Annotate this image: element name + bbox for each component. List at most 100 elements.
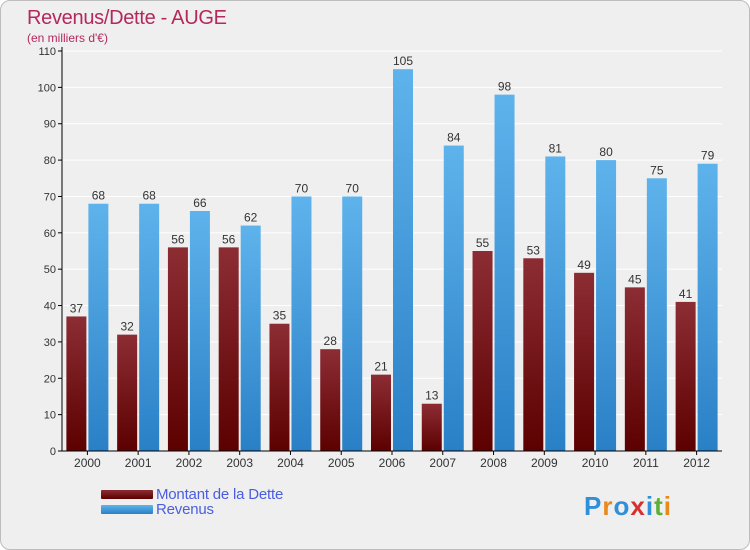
bar-debt-2000 — [66, 316, 87, 451]
proxiti-logo: Proxiti — [584, 491, 672, 522]
bar-debt-2012 — [675, 301, 696, 451]
bar-debt-2010 — [574, 272, 595, 451]
data-label-debt-2005: 28 — [324, 334, 338, 348]
bar-revenue-2008 — [494, 94, 515, 452]
data-label-debt-2008: 55 — [476, 236, 490, 250]
data-label-revenue-2000: 68 — [92, 189, 106, 203]
bar-debt-2003 — [218, 247, 239, 451]
labels: 0 10 20 30 40 50 60 70 80 90 100 110 37 68 2000 32 68 200… — [38, 46, 715, 470]
legend-label-revenue: Revenus — [156, 501, 214, 518]
data-label-debt-2000: 37 — [70, 301, 84, 315]
bar-debt-2011 — [624, 287, 645, 451]
bar-debt-2009 — [523, 258, 544, 451]
chart-title: Revenus/Dette - AUGE — [27, 7, 227, 29]
y-tick-label: 90 — [44, 119, 56, 131]
x-tick-label-2003: 2003 — [226, 456, 253, 470]
x-tick-label-2001: 2001 — [125, 456, 152, 470]
legend-label-debt: Montant de la Dette — [156, 486, 284, 503]
data-label-debt-2012: 41 — [679, 287, 693, 301]
y-tick-label: 40 — [44, 301, 56, 313]
data-label-revenue-2008: 98 — [498, 80, 512, 94]
data-label-debt-2001: 32 — [120, 320, 134, 334]
data-label-debt-2002: 56 — [171, 232, 185, 246]
x-tick-label-2002: 2002 — [176, 456, 203, 470]
x-tick-label-2010: 2010 — [582, 456, 609, 470]
y-tick-label: 60 — [44, 228, 56, 240]
logo-letter: t — [654, 491, 664, 521]
legend: Montant de la Dette Revenus — [101, 487, 283, 517]
data-label-debt-2004: 35 — [273, 309, 287, 323]
bar-revenue-2006 — [393, 69, 413, 451]
logo-letter: o — [613, 491, 631, 521]
bar-revenue-2005 — [342, 196, 363, 451]
bar-revenue-2009 — [545, 156, 566, 452]
logo-letter: i — [645, 491, 655, 521]
y-tick-label: 30 — [44, 337, 56, 349]
bar-revenue-2007 — [443, 145, 464, 451]
y-tick-label: 70 — [44, 191, 56, 203]
y-tick-label: 10 — [44, 410, 56, 422]
logo-letter: P — [584, 491, 603, 521]
bar-debt-2004 — [269, 323, 290, 451]
logo-letter: i — [663, 491, 672, 521]
bar-revenue-2012 — [697, 163, 718, 451]
bar-revenue-2000 — [88, 203, 109, 451]
y-tick-label: 100 — [38, 82, 56, 94]
data-label-revenue-2003: 62 — [244, 211, 258, 225]
data-label-debt-2003: 56 — [222, 232, 236, 246]
x-tick-label-2009: 2009 — [531, 456, 558, 470]
x-tick-label-2007: 2007 — [429, 456, 456, 470]
legend-item-revenue: Revenus — [101, 502, 283, 517]
data-label-debt-2007: 13 — [425, 389, 439, 403]
y-tick-label: 80 — [44, 155, 56, 167]
axes — [58, 47, 722, 455]
x-tick-label-2011: 2011 — [633, 456, 659, 470]
data-label-revenue-2011: 75 — [650, 163, 664, 177]
x-tick-label-2000: 2000 — [74, 456, 101, 470]
data-label-revenue-2002: 66 — [193, 196, 207, 210]
bars — [66, 69, 718, 452]
y-tick-label: 20 — [44, 373, 56, 385]
logo-letter: r — [602, 491, 614, 521]
bar-revenue-2003 — [240, 225, 261, 451]
bar-revenue-2002 — [189, 211, 210, 451]
logo-letter: x — [630, 491, 646, 521]
grid-lines — [62, 50, 722, 416]
x-tick-label-2004: 2004 — [277, 456, 304, 470]
x-tick-label-2012: 2012 — [683, 456, 710, 470]
bar-debt-2006 — [371, 374, 391, 451]
bar-debt-2008 — [472, 251, 493, 451]
legend-swatch-debt — [101, 490, 153, 499]
data-label-revenue-2009: 81 — [549, 141, 563, 155]
data-label-debt-2010: 49 — [577, 258, 591, 272]
y-tick-label: 50 — [44, 264, 56, 276]
data-label-debt-2011: 45 — [628, 272, 642, 286]
bar-debt-2005 — [320, 349, 341, 451]
bar-revenue-2011 — [646, 178, 667, 452]
x-tick-label-2006: 2006 — [379, 456, 406, 470]
data-label-revenue-2006: 105 — [393, 54, 413, 68]
chart-subtitle: (en milliers d'€) — [27, 31, 108, 45]
bar-revenue-2010 — [596, 160, 617, 451]
bar-revenue-2004 — [291, 196, 312, 451]
bar-debt-2002 — [167, 247, 188, 451]
y-tick-label: 110 — [38, 46, 56, 58]
bar-revenue-2001 — [139, 203, 160, 451]
legend-swatch-revenue — [101, 505, 153, 514]
x-tick-label-2008: 2008 — [480, 456, 507, 470]
data-label-revenue-2004: 70 — [295, 181, 309, 195]
data-label-revenue-2001: 68 — [142, 189, 156, 203]
bar-debt-2001 — [117, 334, 138, 451]
bar-debt-2007 — [421, 403, 442, 451]
x-tick-label-2005: 2005 — [328, 456, 355, 470]
y-tick-label: 0 — [50, 446, 56, 458]
legend-item-debt: Montant de la Dette — [101, 487, 283, 502]
data-label-revenue-2007: 84 — [447, 131, 461, 145]
data-label-revenue-2010: 80 — [599, 145, 613, 159]
data-label-revenue-2012: 79 — [701, 149, 715, 163]
data-label-revenue-2005: 70 — [346, 181, 360, 195]
data-label-debt-2006: 21 — [374, 360, 388, 374]
data-label-debt-2009: 53 — [527, 243, 541, 257]
